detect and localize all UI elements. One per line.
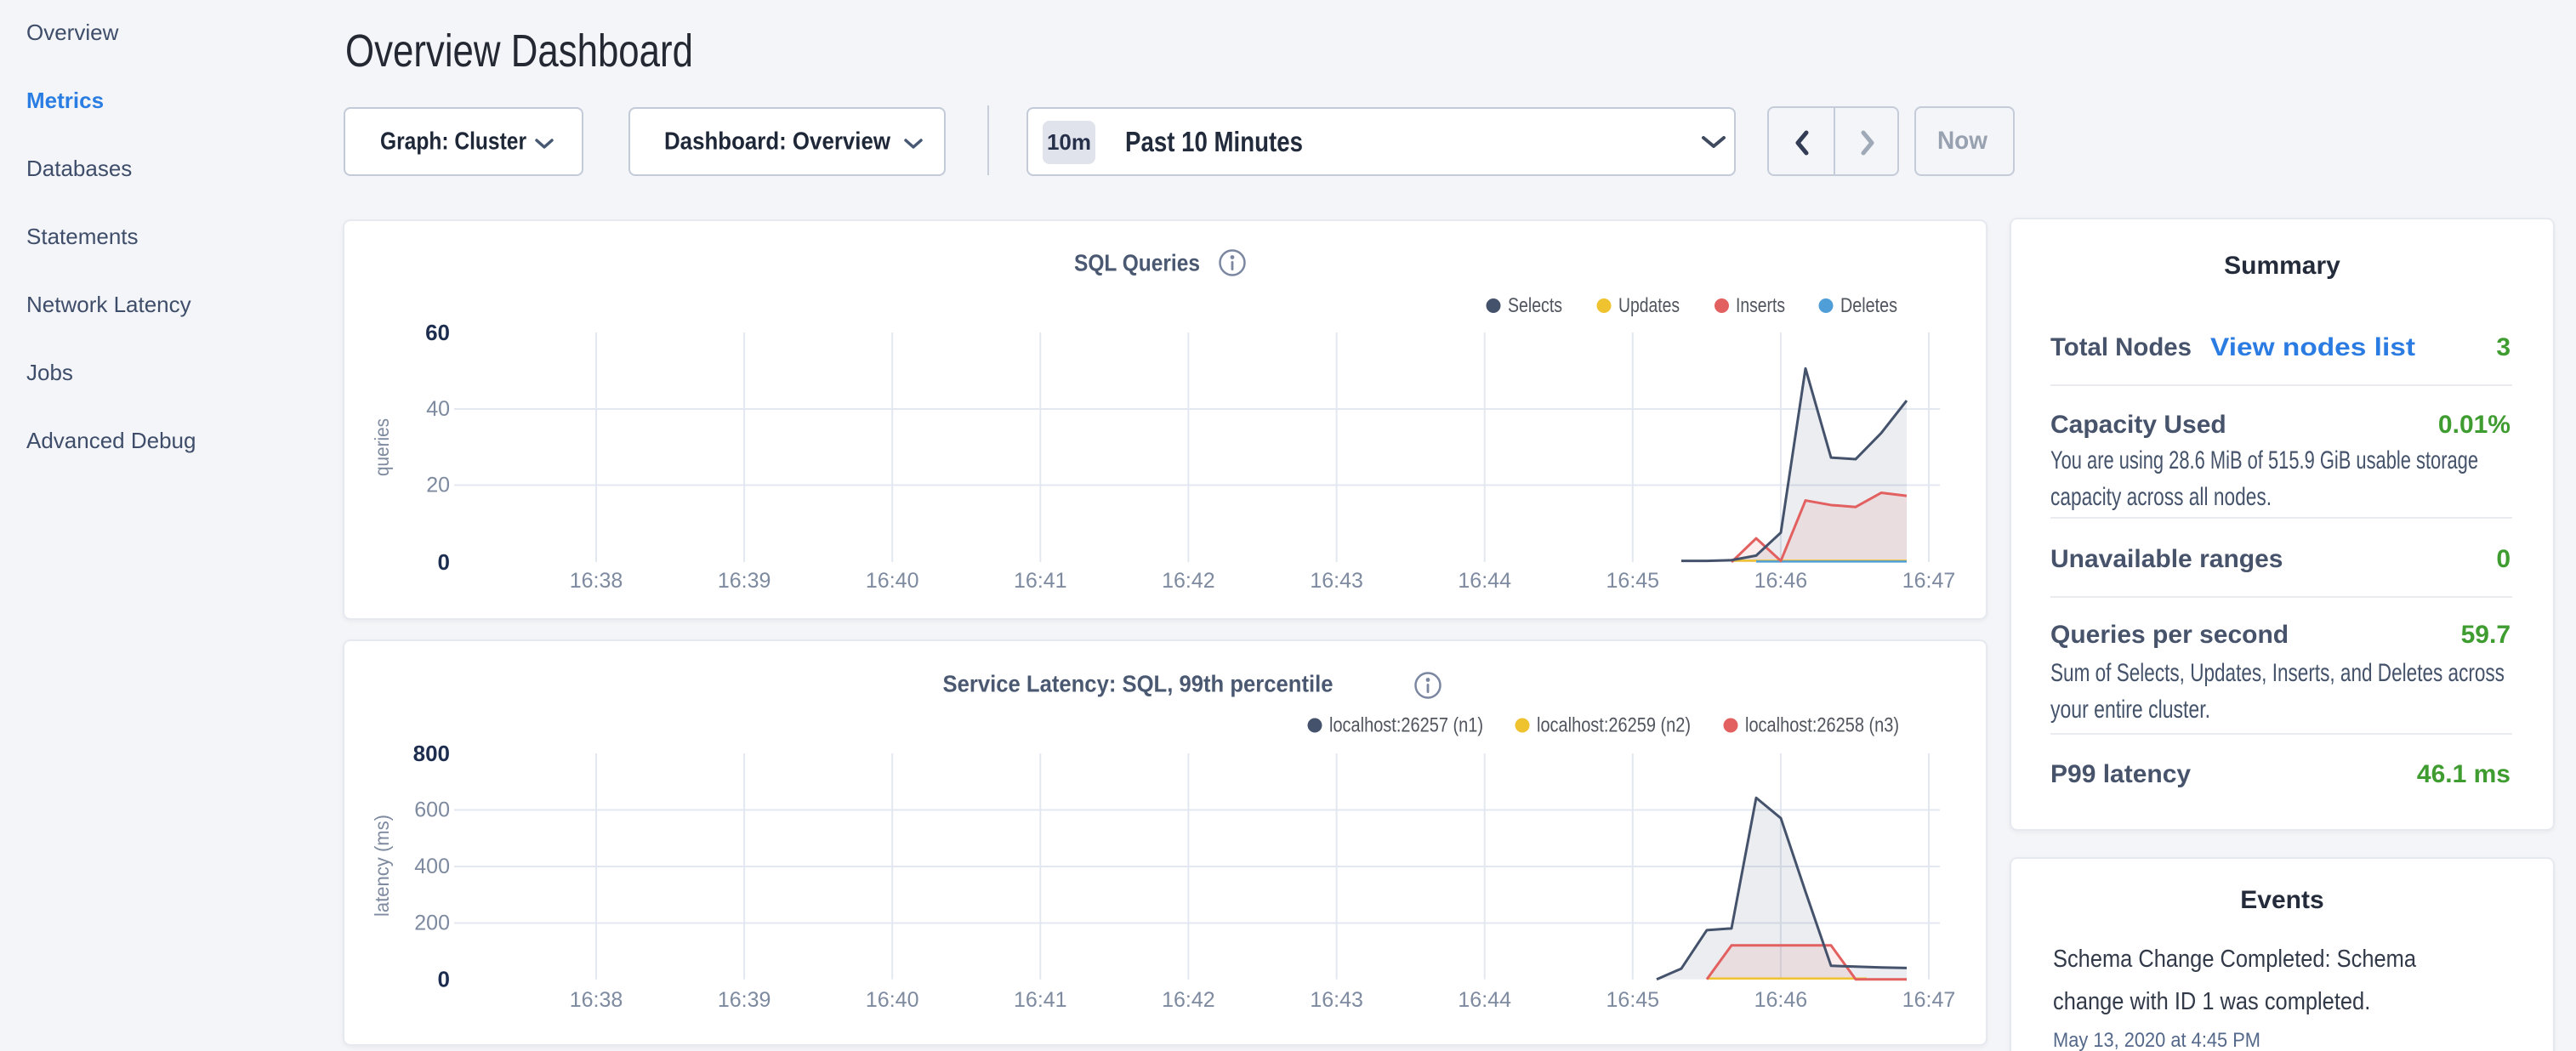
svg-text:60: 60 bbox=[425, 320, 450, 345]
svg-text:16:47: 16:47 bbox=[1902, 569, 1956, 593]
svg-text:20: 20 bbox=[426, 474, 450, 497]
svg-text:16:44: 16:44 bbox=[1458, 988, 1511, 1012]
svg-text:16:38: 16:38 bbox=[570, 988, 623, 1012]
svg-text:16:40: 16:40 bbox=[866, 988, 919, 1012]
svg-text:16:42: 16:42 bbox=[1162, 988, 1215, 1012]
svg-text:600: 600 bbox=[414, 798, 450, 822]
svg-text:16:45: 16:45 bbox=[1606, 988, 1660, 1012]
svg-text:40: 40 bbox=[426, 397, 450, 421]
svg-text:16:46: 16:46 bbox=[1754, 988, 1808, 1012]
svg-text:200: 200 bbox=[414, 912, 450, 935]
svg-text:16:39: 16:39 bbox=[718, 988, 771, 1012]
svg-text:latency (ms): latency (ms) bbox=[371, 815, 393, 917]
svg-text:localhost:26259 (n2): localhost:26259 (n2) bbox=[1537, 714, 1691, 737]
svg-text:0: 0 bbox=[438, 549, 450, 575]
svg-text:800: 800 bbox=[413, 741, 450, 766]
svg-text:Service Latency: SQL, 99th per: Service Latency: SQL, 99th percentile bbox=[943, 671, 1333, 697]
svg-text:16:40: 16:40 bbox=[866, 569, 919, 593]
svg-text:localhost:26258 (n3): localhost:26258 (n3) bbox=[1745, 714, 1899, 737]
svg-text:16:41: 16:41 bbox=[1014, 569, 1067, 593]
svg-text:16:46: 16:46 bbox=[1754, 569, 1808, 593]
svg-text:localhost:26257 (n1): localhost:26257 (n1) bbox=[1329, 714, 1483, 737]
svg-text:queries: queries bbox=[371, 418, 393, 476]
svg-text:Updates: Updates bbox=[1618, 294, 1680, 317]
svg-text:Deletes: Deletes bbox=[1840, 294, 1897, 317]
svg-text:16:43: 16:43 bbox=[1310, 988, 1363, 1012]
svg-text:16:47: 16:47 bbox=[1902, 988, 1956, 1012]
svg-text:Inserts: Inserts bbox=[1736, 294, 1785, 317]
svg-text:16:38: 16:38 bbox=[570, 569, 623, 593]
svg-text:Selects: Selects bbox=[1508, 294, 1562, 317]
svg-text:SQL Queries: SQL Queries bbox=[1074, 250, 1200, 276]
svg-text:16:43: 16:43 bbox=[1310, 569, 1363, 593]
svg-text:16:42: 16:42 bbox=[1162, 569, 1215, 593]
svg-text:16:44: 16:44 bbox=[1458, 569, 1511, 593]
svg-text:16:45: 16:45 bbox=[1606, 569, 1660, 593]
svg-text:400: 400 bbox=[414, 855, 450, 878]
svg-text:16:39: 16:39 bbox=[718, 569, 771, 593]
svg-text:0: 0 bbox=[438, 967, 450, 992]
svg-text:16:41: 16:41 bbox=[1014, 988, 1067, 1012]
